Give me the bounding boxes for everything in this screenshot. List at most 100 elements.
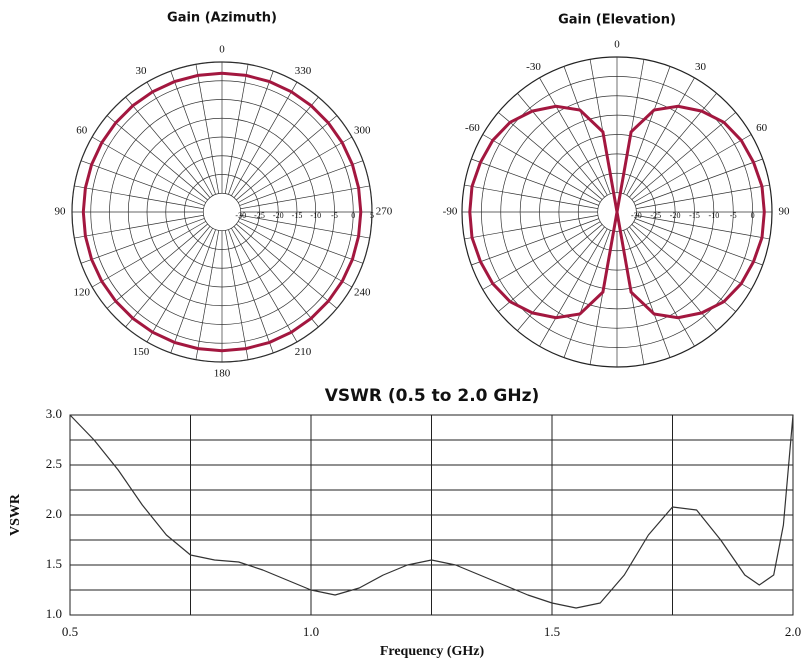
grid-ring — [500, 95, 734, 329]
y-tick-label: 1.0 — [46, 606, 62, 621]
vswr-line — [69, 414, 794, 609]
r-tick-label: -5 — [331, 211, 338, 220]
spoke — [623, 230, 671, 358]
theta-tick-label: 0 — [219, 44, 225, 56]
spoke — [146, 228, 213, 343]
theta-tick-label: 270 — [376, 206, 393, 218]
y-tick-label: 1.5 — [46, 556, 62, 571]
spoke — [238, 136, 353, 203]
gain-trace — [468, 104, 766, 320]
spoke — [240, 214, 370, 239]
spoke — [224, 64, 249, 194]
theta-tick-label: 240 — [354, 287, 371, 299]
spoke — [629, 93, 717, 198]
spoke — [563, 66, 611, 194]
theta-tick-label: 150 — [133, 346, 150, 358]
theta-tick-label: -90 — [443, 206, 458, 218]
grid-ring — [577, 172, 657, 252]
grid-ring — [127, 117, 317, 307]
spoke — [233, 96, 319, 198]
spoke — [146, 81, 213, 196]
r-tick-label: 0 — [751, 211, 755, 220]
r-tick-label: -25 — [650, 211, 661, 220]
spoke — [563, 230, 611, 358]
grid-ring — [165, 155, 279, 269]
grid-ring — [71, 61, 373, 363]
r-tick-label: 5 — [370, 211, 374, 220]
spoke — [238, 221, 353, 288]
spoke — [539, 228, 608, 347]
spoke — [482, 134, 601, 203]
spoke — [231, 228, 298, 343]
spoke — [517, 226, 605, 331]
spoke — [240, 185, 370, 210]
gain-trace — [81, 71, 363, 353]
spoke — [125, 226, 211, 328]
chart-title: VSWR (0.5 to 2.0 GHz) — [325, 386, 540, 406]
theta-tick-label: 90 — [779, 206, 791, 218]
spoke — [631, 224, 736, 312]
chart-title: Gain (Azimuth) — [167, 11, 277, 26]
spoke — [626, 77, 695, 196]
y-tick-label: 3.0 — [46, 406, 62, 421]
r-tick-label: -20 — [273, 211, 284, 220]
spoke — [236, 223, 338, 309]
spoke — [471, 218, 599, 266]
spoke — [239, 160, 364, 206]
theta-tick-label: -60 — [465, 122, 480, 134]
r-tick-label: 0 — [351, 211, 355, 220]
grid-ring — [519, 114, 715, 310]
spoke — [91, 221, 206, 288]
theta-tick-label: 30 — [136, 65, 148, 77]
x-tick-label: 2.0 — [785, 624, 801, 639]
spoke — [74, 185, 204, 210]
x-tick-label: 0.5 — [62, 624, 78, 639]
spoke — [106, 115, 208, 201]
spoke — [170, 70, 216, 195]
spoke — [633, 221, 752, 290]
spoke — [498, 224, 603, 312]
r-tick-label: -15 — [292, 211, 303, 220]
spoke — [636, 184, 770, 209]
theta-tick-label: 60 — [756, 122, 768, 134]
spoke — [539, 77, 608, 196]
spoke — [635, 158, 763, 206]
theta-tick-label: 60 — [76, 125, 88, 137]
r-tick-label: -20 — [670, 211, 681, 220]
x-tick-label: 1.5 — [544, 624, 560, 639]
r-tick-label: -5 — [730, 211, 737, 220]
spoke — [106, 223, 208, 309]
grid-ring — [90, 80, 354, 344]
spoke — [80, 218, 205, 264]
theta-tick-label: 30 — [695, 61, 707, 73]
r-tick-label: -30 — [631, 211, 642, 220]
theta-tick-label: 180 — [214, 368, 231, 380]
grid-ring — [202, 192, 242, 232]
r-tick-label: -10 — [310, 211, 321, 220]
spoke — [633, 134, 752, 203]
spoke — [231, 81, 298, 196]
theta-tick-label: 300 — [354, 125, 371, 137]
x-axis-label: Frequency (GHz) — [380, 644, 485, 659]
spoke — [228, 70, 274, 195]
spoke — [80, 160, 205, 206]
theta-tick-label: -30 — [526, 61, 541, 73]
grid-ring — [481, 76, 753, 348]
r-tick-label: -15 — [689, 211, 700, 220]
y-tick-label: 2.0 — [46, 506, 62, 521]
grid-ring — [539, 134, 695, 290]
spoke — [224, 230, 249, 360]
theta-tick-label: 0 — [614, 39, 620, 51]
spoke — [517, 93, 605, 198]
spoke — [635, 218, 763, 266]
spoke — [125, 96, 211, 198]
theta-tick-label: 90 — [55, 206, 67, 218]
spoke — [498, 112, 603, 200]
chart-title: Gain (Elevation) — [558, 13, 676, 28]
spoke — [170, 229, 216, 354]
spoke — [228, 229, 274, 354]
grid-ring — [184, 174, 260, 250]
theta-tick-label: 120 — [73, 287, 90, 299]
spoke — [195, 230, 220, 360]
grid-ring — [146, 136, 298, 288]
